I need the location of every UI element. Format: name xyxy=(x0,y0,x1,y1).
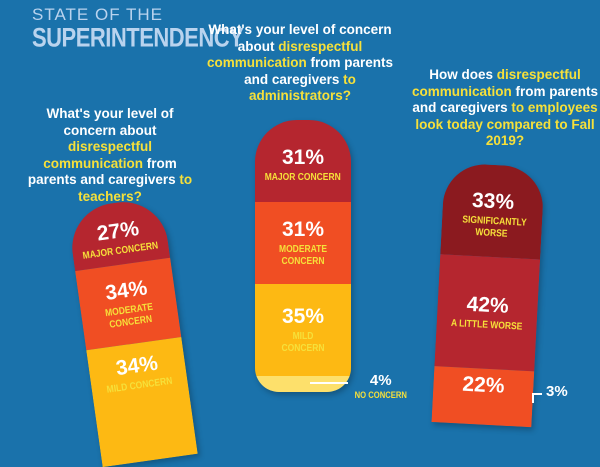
callout-line xyxy=(532,393,534,403)
q-text: from parents and caregivers xyxy=(27,155,180,188)
question-teachers: What's your level of concern about disre… xyxy=(20,106,200,205)
pct-label: 33% xyxy=(471,188,515,214)
category-label: A LITTLE WORSE xyxy=(450,317,523,333)
callout-line xyxy=(532,393,542,395)
category-label: MODERATE CONCERN xyxy=(104,301,154,331)
pct-label: 27% xyxy=(95,216,141,246)
segment-moderate: 34% MODERATE CONCERN xyxy=(75,257,182,351)
bar-administrators: 31% MAJOR CONCERN 31% MODERATE CONCERN 35%… xyxy=(255,120,351,392)
q-text: from parents and caregivers xyxy=(244,55,394,87)
segment-mild: 35% MILD CONCERN xyxy=(255,284,351,376)
pct-label: 4% xyxy=(369,372,392,389)
q-text: What's your level of concern about xyxy=(46,106,174,138)
q-highlight: to administrators? xyxy=(248,71,356,104)
q-highlight: disrespectful communication xyxy=(411,67,581,99)
q-highlight: disrespectful communication xyxy=(43,139,153,171)
category-label: MILD CONCERN xyxy=(106,375,174,396)
bar-teachers: 27% MAJOR CONCERN 34% MODERATE CONCERN 34%… xyxy=(66,196,198,467)
category-label: SIGNIFICANTLY WORSE xyxy=(462,213,527,240)
callout-3pct: 3% xyxy=(546,383,568,400)
segment-significantly-worse: 33% SIGNIFICANTLY WORSE xyxy=(440,162,545,260)
pct-label: 3% xyxy=(546,383,568,400)
pct-label: 22% xyxy=(461,372,506,398)
category-label: MAJOR CONCERN xyxy=(82,239,160,262)
segment-a-little-worse: 42% A LITTLE WORSE xyxy=(434,254,541,372)
category-label: NO CONCERN xyxy=(354,390,407,400)
q-highlight: to employees look today compared to Fall… xyxy=(415,100,598,148)
segment-22: 22% xyxy=(431,366,535,428)
question-administrators: What's your level of concern about disre… xyxy=(205,22,395,105)
callout-no-concern: 4% NO CONCERN xyxy=(350,372,412,401)
category-label: MILD CONCERN xyxy=(281,330,325,354)
brand-line2: SUPERINTENDENCY xyxy=(32,22,244,53)
pct-label: 35% xyxy=(281,304,325,328)
q-text: What's your level of concern about xyxy=(208,22,392,54)
bar-employees: 33% SIGNIFICANTLY WORSE 42% A LITTLE WORSE… xyxy=(431,162,545,428)
callout-line xyxy=(310,382,348,384)
brand-logo: STATE OF THE SUPERINTENDENCY xyxy=(32,5,244,51)
category-label: MAJOR CONCERN xyxy=(264,171,342,183)
q-highlight: to teachers? xyxy=(78,172,193,204)
pct-label: 31% xyxy=(281,217,325,241)
pct-label: 31% xyxy=(281,145,325,169)
segment-moderate: 31% MODERATE CONCERN xyxy=(255,202,351,284)
brand-line1: STATE OF THE xyxy=(32,5,164,24)
q-text: How does xyxy=(429,67,497,82)
pct-label: 42% xyxy=(466,292,510,318)
segment-mild: 34% MILD CONCERN xyxy=(86,336,198,467)
category-label: MODERATE CONCERN xyxy=(278,243,327,267)
q-text: from parents and caregivers xyxy=(412,83,599,116)
q-highlight: disrespectful communication xyxy=(206,38,363,71)
pct-label: 34% xyxy=(103,275,149,305)
segment-none xyxy=(255,376,351,392)
segment-major: 31% MAJOR CONCERN xyxy=(255,120,351,202)
question-employees: How does disrespectful communication fro… xyxy=(410,67,600,150)
pct-label: 34% xyxy=(114,351,160,381)
